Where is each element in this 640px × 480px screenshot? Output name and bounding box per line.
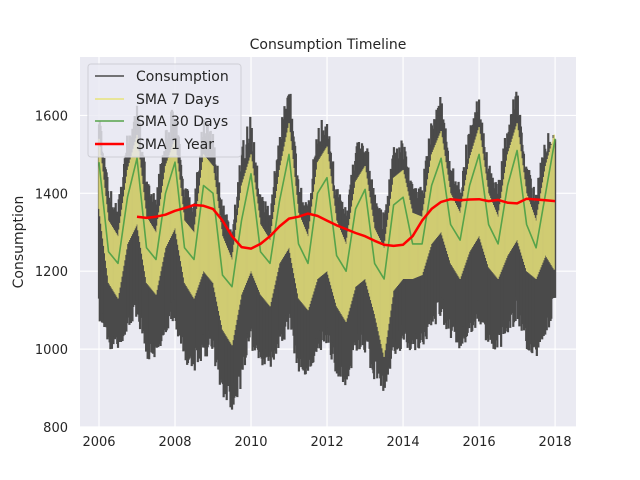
y-axis-label: Consumption [11,196,27,289]
series-layer [97,91,557,410]
x-tick-label: 2014 [387,435,420,450]
legend-label-consumption: Consumption [136,69,229,85]
legend-box [87,63,242,158]
series-sma-1-year [136,197,556,250]
tick-labels: 2006 2008 2010 2012 2014 2016 2018 800 1000 1200 1… [35,109,572,450]
x-tick-label: 2010 [234,435,267,450]
x-tick-label: 2012 [311,435,344,450]
y-tick-label: 1600 [35,109,68,124]
legend-label-sma-1-year: SMA 1 Year [136,137,214,153]
chart-title: Consumption Timeline [250,37,407,53]
series-sma-30-days [98,138,556,288]
x-tick-label: 2008 [158,435,191,450]
legend-label-sma-7: SMA 7 Days [136,92,219,108]
y-tick-label: 1200 [35,265,68,280]
legend: Consumption SMA 7 Days SMA 30 Days SMA 1… [87,63,242,158]
x-tick-label: 2016 [463,435,496,450]
legend-label-sma-30: SMA 30 Days [136,114,228,130]
x-tick-label: 2006 [82,435,115,450]
x-tick-label: 2018 [539,435,572,450]
y-tick-label: 1000 [35,343,68,358]
y-tick-label: 1400 [35,187,68,202]
y-tick-label: 800 [43,421,68,436]
